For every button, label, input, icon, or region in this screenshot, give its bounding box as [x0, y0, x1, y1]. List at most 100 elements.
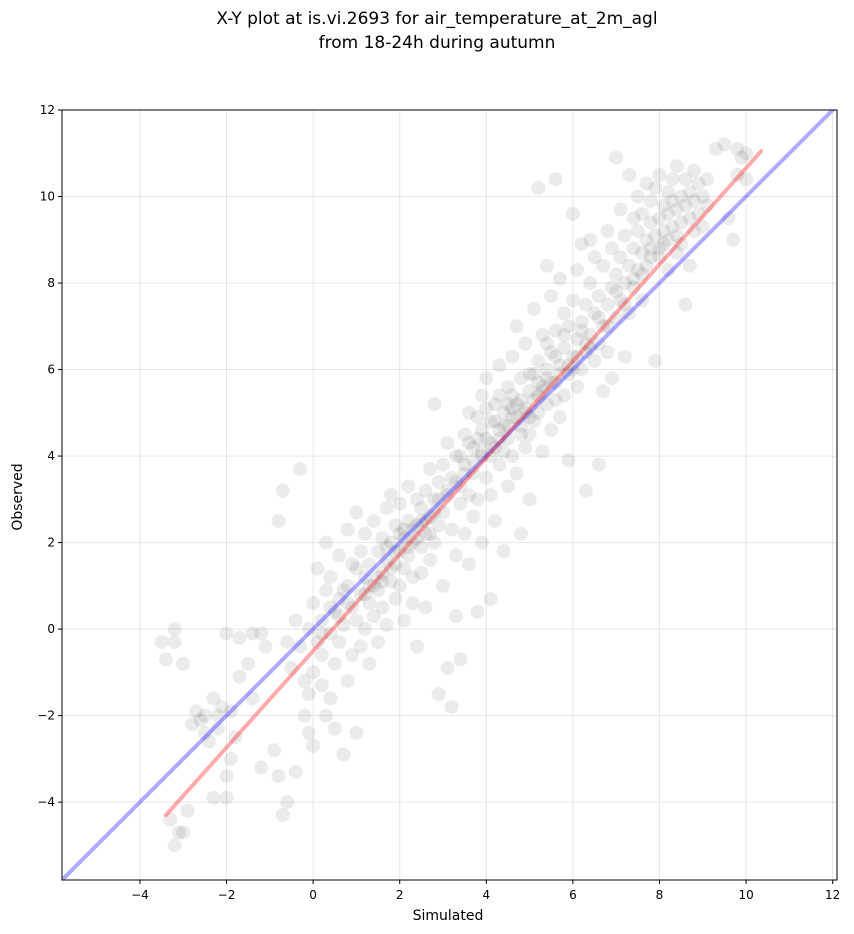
y-tick-label: 12: [40, 103, 55, 117]
scatter-point: [219, 769, 234, 784]
scatter-point: [319, 535, 334, 550]
scatter-point: [280, 635, 295, 650]
scatter-point: [565, 362, 580, 377]
x-tick-label: 12: [825, 888, 840, 902]
scatter-point: [384, 561, 399, 576]
scatter-point: [444, 470, 459, 485]
scatter-point: [617, 228, 632, 243]
scatter-point: [500, 379, 515, 394]
scatter-point: [379, 617, 394, 632]
scatter-point: [353, 639, 368, 654]
scatter-point: [332, 635, 347, 650]
scatter-point: [310, 635, 325, 650]
scatter-point: [436, 505, 451, 520]
scatter-point: [275, 808, 290, 823]
scatter-point: [505, 349, 520, 364]
scatter-point: [687, 163, 702, 178]
scatter-point: [544, 375, 559, 390]
scatter-point: [323, 600, 338, 615]
y-axis-label: Observed: [10, 463, 26, 530]
scatter-point: [392, 544, 407, 559]
scatter-point: [739, 146, 754, 161]
scatter-point: [410, 531, 425, 546]
y-tick-label: −2: [37, 709, 55, 723]
x-tick-label: 6: [569, 888, 577, 902]
scatter-point: [431, 686, 446, 701]
scatter-point: [314, 613, 329, 628]
scatter-point: [648, 180, 663, 195]
scatter-point: [223, 751, 238, 766]
scatter-point: [349, 561, 364, 576]
scatter-point: [202, 734, 217, 749]
scatter-point: [613, 293, 628, 308]
scatter-point: [587, 306, 602, 321]
scatter-point: [483, 449, 498, 464]
scatter-point: [596, 319, 611, 334]
scatter-point: [301, 622, 316, 637]
scatter-point: [431, 518, 446, 533]
scatter-point: [600, 224, 615, 239]
scatter-point: [505, 449, 520, 464]
scatter-point: [349, 725, 364, 740]
y-tick-label: 2: [47, 536, 55, 550]
scatter-point: [379, 552, 394, 567]
scatter-point: [405, 522, 420, 537]
scatter-point: [617, 349, 632, 364]
scatter-point: [561, 358, 576, 373]
scatter-point: [739, 172, 754, 187]
scatter-point: [371, 544, 386, 559]
scatter-point: [461, 557, 476, 572]
scatter-point: [405, 535, 420, 550]
scatter-point: [401, 539, 416, 554]
scatter-point: [362, 557, 377, 572]
scatter-point: [414, 513, 429, 528]
scatter-point: [474, 535, 489, 550]
scatter-point: [384, 535, 399, 550]
x-tick-label: −2: [218, 888, 236, 902]
scatter-point: [552, 410, 567, 425]
scatter-point: [487, 414, 502, 429]
scatter-point: [392, 496, 407, 511]
scatter-point: [509, 466, 524, 481]
scatter-point: [171, 825, 186, 840]
scatter-point: [410, 492, 425, 507]
scatter-point: [397, 522, 412, 537]
scatter-point: [535, 384, 550, 399]
scatter-point: [648, 353, 663, 368]
scatter-point: [691, 176, 706, 191]
scatter-point: [643, 193, 658, 208]
scatter-point: [669, 159, 684, 174]
x-tick-label: 4: [482, 888, 490, 902]
scatter-point: [176, 656, 191, 671]
scatter-point: [526, 414, 541, 429]
scatter-point: [613, 202, 628, 217]
y-tick-label: 8: [47, 276, 55, 290]
scatter-point: [509, 319, 524, 334]
scatter-point: [340, 674, 355, 689]
scatter-point: [561, 319, 576, 334]
x-tick-label: 0: [309, 888, 317, 902]
scatter-point: [210, 721, 225, 736]
scatter-point: [630, 263, 645, 278]
scatter-point: [518, 401, 533, 416]
scatter-point: [371, 570, 386, 585]
scatter-point: [669, 228, 684, 243]
scatter-point: [284, 661, 299, 676]
scatter-point: [600, 345, 615, 360]
scatter-point: [405, 596, 420, 611]
scatter-point: [466, 466, 481, 481]
scatter-point: [323, 626, 338, 641]
scatter-point: [492, 457, 507, 472]
scatter-point: [448, 475, 463, 490]
scatter-point: [461, 436, 476, 451]
scatter-point: [353, 544, 368, 559]
scatter-point: [574, 362, 589, 377]
scatter-point: [531, 180, 546, 195]
scatter-point: [483, 414, 498, 429]
scatter-point: [436, 578, 451, 593]
scatter-point: [652, 167, 667, 182]
scatter-point: [578, 336, 593, 351]
scatter-point: [457, 457, 472, 472]
scatter-point: [639, 258, 654, 273]
scatter-point: [427, 492, 442, 507]
